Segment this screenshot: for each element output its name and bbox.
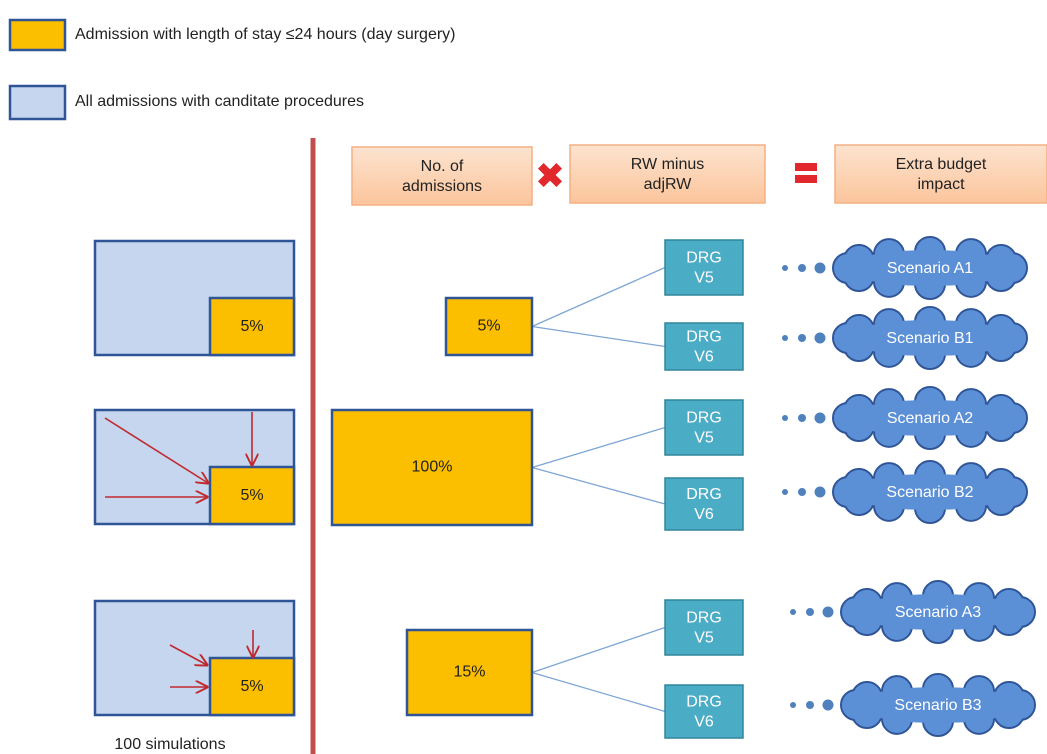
- ellipsis-dot: [790, 702, 796, 708]
- drg-label: V6: [694, 349, 714, 366]
- header-box: [834, 144, 1047, 204]
- equals-icon: [795, 163, 817, 171]
- scenario-label: Scenario A2: [887, 410, 973, 427]
- drg-label: DRG: [686, 610, 722, 627]
- cloud-fill: [846, 400, 1014, 436]
- ellipsis-dot: [806, 701, 814, 709]
- drg-box: [664, 399, 744, 456]
- scenario-cloud: [840, 580, 1036, 644]
- scenario-cloud: [832, 236, 1028, 300]
- icon-part: [537, 162, 563, 188]
- cloud-fill: [846, 320, 1014, 356]
- day-surgery-box: [208, 656, 296, 717]
- day-surgery-box: [208, 296, 296, 357]
- drg-label: V5: [694, 430, 714, 447]
- drg-label: V5: [694, 270, 714, 287]
- connector: [531, 466, 666, 505]
- ellipsis-dot: [814, 332, 826, 344]
- scenario-cloud: [832, 460, 1028, 524]
- scenario-cloud: [840, 673, 1036, 737]
- connector: [531, 325, 666, 348]
- legend-swatch: [8, 18, 67, 52]
- admissions-box: [330, 408, 534, 527]
- scenario-label: Scenario B3: [894, 697, 981, 714]
- admissions-box: [405, 628, 534, 717]
- drg-label: DRG: [686, 694, 722, 711]
- footer-label: 100 simulations: [114, 736, 225, 753]
- day-surgery-box: [208, 465, 296, 526]
- ellipsis-dot: [798, 488, 806, 496]
- cloud-fill: [846, 474, 1014, 510]
- admissions-box: [444, 296, 534, 357]
- header-label: Extra budget: [896, 156, 987, 173]
- connector: [531, 626, 666, 674]
- panel-share: 5%: [240, 318, 263, 335]
- ellipsis-dot: [814, 412, 826, 424]
- drg-box: [664, 477, 744, 531]
- connector: [531, 426, 666, 469]
- header-label: impact: [917, 176, 965, 193]
- drg-label: DRG: [686, 410, 722, 427]
- scenario-label: Scenario B2: [886, 484, 973, 501]
- header-box: [569, 144, 766, 204]
- ellipsis-dot: [822, 699, 834, 711]
- connector: [531, 266, 666, 328]
- ellipsis-dot: [798, 334, 806, 342]
- drg-label: DRG: [686, 329, 722, 346]
- group-share: 100%: [412, 459, 453, 476]
- ellipsis-dot: [782, 335, 788, 341]
- arrow: [169, 644, 207, 665]
- drg-box: [664, 599, 744, 656]
- drg-label: DRG: [686, 486, 722, 503]
- drg-box: [664, 239, 744, 296]
- legend-label: Admission with length of stay ≤24 hours …: [75, 26, 456, 43]
- scenario-label: Scenario A1: [887, 260, 973, 277]
- drg-box: [664, 322, 744, 371]
- scenario-cloud: [832, 386, 1028, 450]
- ellipsis-dot: [822, 606, 834, 618]
- drg-label: V5: [694, 630, 714, 647]
- cloud-fill: [846, 250, 1014, 286]
- scenario-cloud: [832, 306, 1028, 370]
- group-share: 5%: [477, 318, 500, 335]
- ellipsis-dot: [782, 415, 788, 421]
- header-box: [351, 146, 533, 206]
- ellipsis-dot: [806, 608, 814, 616]
- drg-label: V6: [694, 714, 714, 731]
- ellipsis-dot: [814, 486, 826, 498]
- cloud-fill: [854, 594, 1022, 630]
- header-label: No. of: [421, 158, 464, 175]
- scenario-label: Scenario B1: [886, 330, 973, 347]
- cloud-fill: [854, 687, 1022, 723]
- panel-share: 5%: [240, 487, 263, 504]
- arrow: [104, 417, 208, 483]
- group-share: 15%: [453, 664, 485, 681]
- ellipsis-dot: [782, 489, 788, 495]
- drg-label: V6: [694, 506, 714, 523]
- ellipsis-dot: [790, 609, 796, 615]
- equals-icon: [795, 175, 817, 183]
- drg-box: [664, 684, 744, 739]
- scenario-label: Scenario A3: [895, 604, 981, 621]
- multiply-icon: [537, 162, 563, 188]
- header-label: adjRW: [644, 176, 693, 193]
- legend-label: All admissions with canditate procedures: [75, 93, 364, 110]
- legend-swatch: [8, 84, 67, 121]
- panel-share: 5%: [240, 678, 263, 695]
- ellipsis-dot: [798, 264, 806, 272]
- drg-label: DRG: [686, 250, 722, 267]
- ellipsis-dot: [798, 414, 806, 422]
- ellipsis-dot: [814, 262, 826, 274]
- ellipsis-dot: [782, 265, 788, 271]
- header-label: RW minus: [631, 156, 705, 173]
- connector: [531, 671, 666, 713]
- header-label: admissions: [402, 178, 482, 195]
